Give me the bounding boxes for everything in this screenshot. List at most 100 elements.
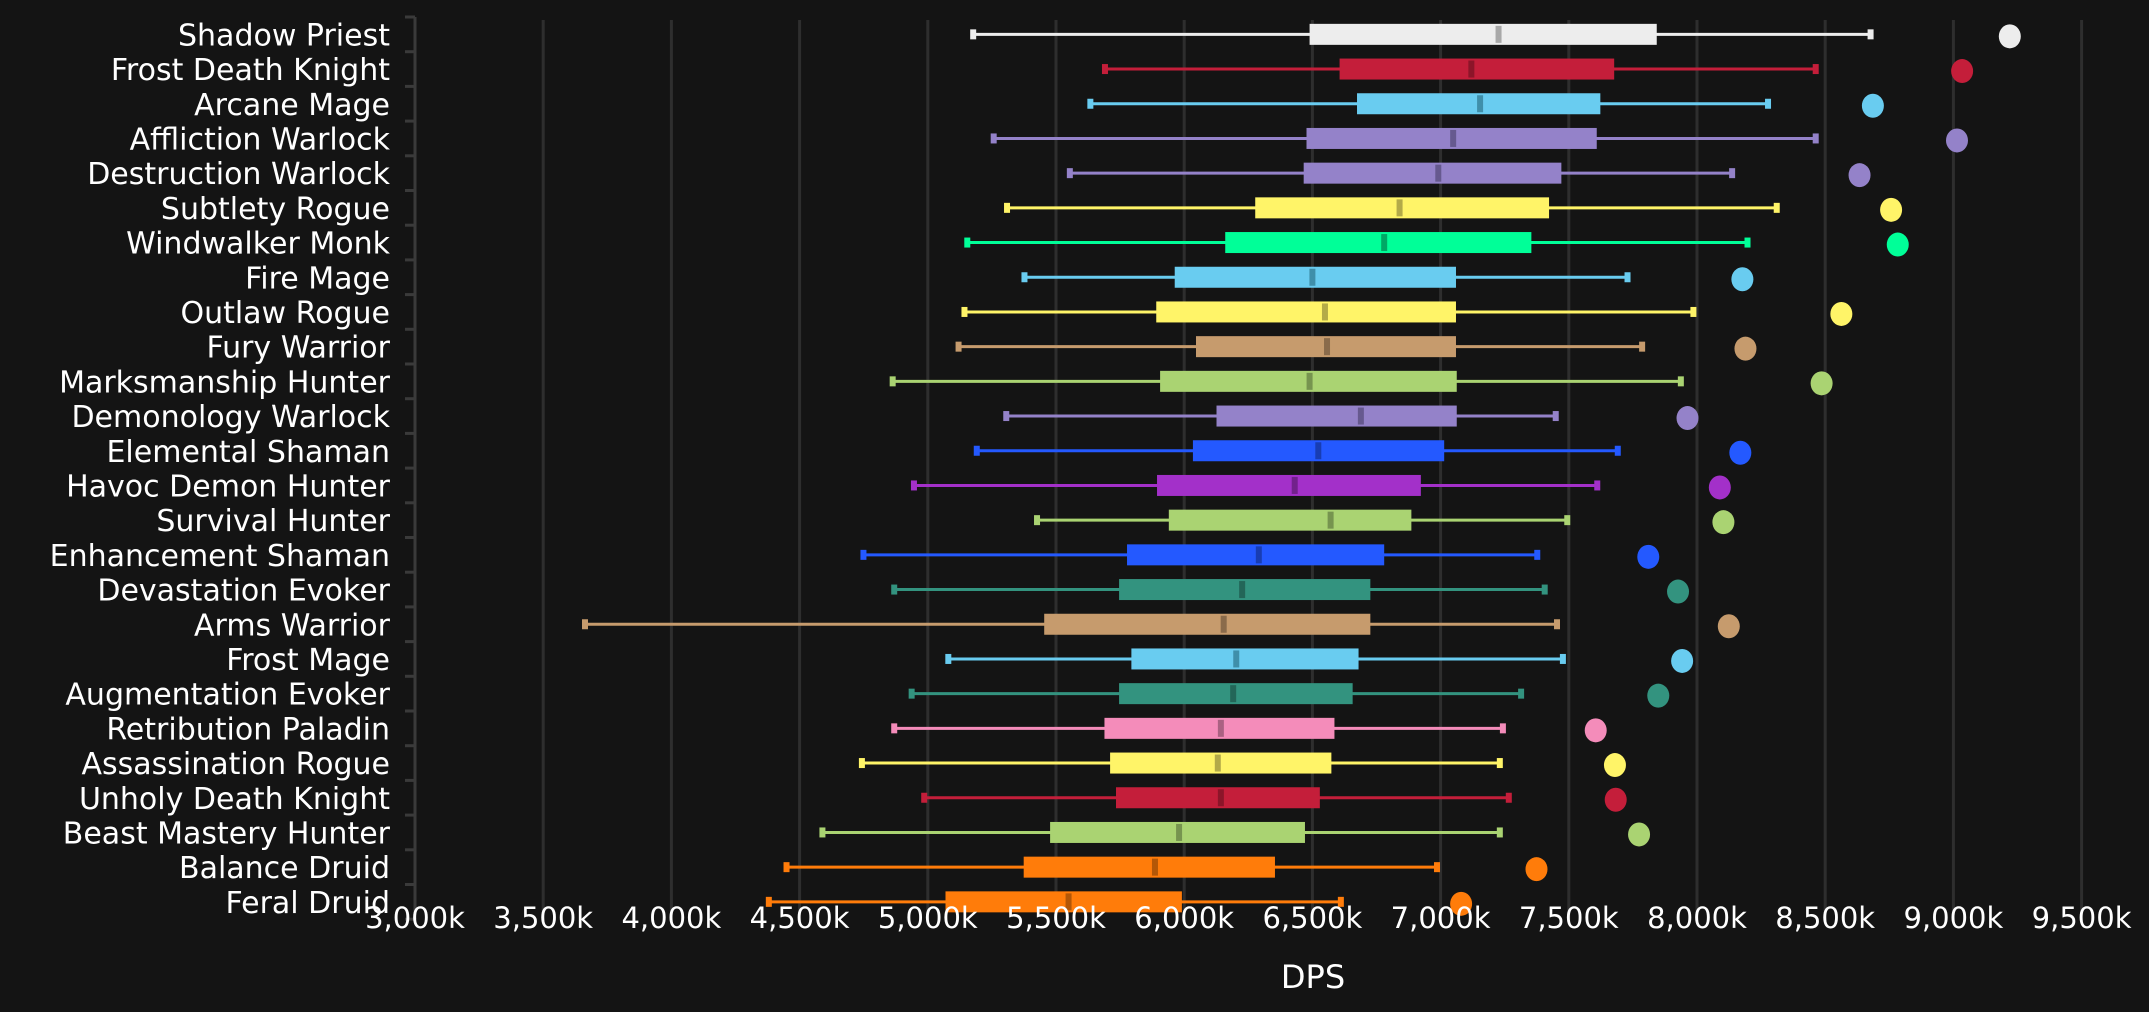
box-iqr (1309, 23, 1657, 45)
top-value-dot (1810, 371, 1833, 396)
whisker-cap-min (891, 584, 898, 595)
whisker-cap-min (908, 688, 915, 699)
whisker-cap-min (990, 133, 997, 144)
category-label: Subtlety Rogue (161, 192, 390, 227)
whisker-cap-max (1496, 758, 1503, 769)
x-tick-label: 5,000k (878, 901, 978, 935)
median-marker (1495, 25, 1502, 43)
box-plot-row (955, 336, 1757, 361)
whisker-cap-max (1552, 411, 1559, 422)
category-label: Survival Hunter (156, 504, 390, 539)
whisker-cap-max (1812, 133, 1819, 144)
median-marker (1255, 546, 1262, 564)
whisker-cap-min (783, 862, 790, 873)
box-plot-row (858, 752, 1626, 778)
box-iqr (1216, 405, 1457, 427)
whisker-cap-min (955, 341, 962, 352)
top-value-dot (1603, 753, 1626, 778)
x-tick-label: 6,000k (1134, 901, 1234, 935)
top-value-dot (1734, 336, 1757, 361)
box-plot-row (891, 717, 1607, 743)
whisker-cap-max (1496, 827, 1503, 838)
top-value-dot (1945, 128, 1968, 153)
whisker-cap-max (1518, 688, 1525, 699)
box-plot-row (910, 474, 1731, 500)
box-plot-row (860, 544, 1660, 569)
whisker-cap-max (1867, 29, 1874, 40)
whisker-cap-min (910, 480, 917, 491)
x-tick-label: 9,000k (1903, 901, 2003, 935)
category-label: Shadow Priest (178, 18, 390, 53)
whisker-cap-min (945, 653, 952, 664)
top-value-dot (1830, 301, 1853, 326)
whisker-cap-min (891, 723, 898, 734)
x-tick-label: 7,000k (1391, 901, 1491, 935)
box-plot-row (889, 370, 1833, 396)
top-value-dot (1628, 822, 1651, 847)
whisker-cap-max (1337, 896, 1344, 907)
whisker-cap-max (1639, 341, 1646, 352)
category-label: Beast Mastery Hunter (63, 816, 391, 851)
category-label: Frost Death Knight (111, 53, 390, 88)
whisker-cap-min (961, 306, 968, 317)
whisker-cap-min (1004, 202, 1011, 213)
category-label: Affliction Warlock (130, 122, 391, 157)
box-plot-row (1004, 197, 1903, 222)
box-iqr (1044, 613, 1371, 635)
category-label: Marksmanship Hunter (59, 365, 391, 400)
box-iqr (1157, 474, 1421, 496)
x-tick-label: 4,500k (750, 901, 850, 935)
median-marker (1217, 789, 1224, 807)
top-value-dot (1676, 406, 1699, 431)
box-plot-row (921, 787, 1627, 812)
category-label: Frost Mage (226, 643, 390, 678)
box-plot-row (945, 648, 1694, 673)
whisker-cap-min (1101, 64, 1108, 75)
whisker-cap-min (889, 376, 896, 387)
box-plot-row (964, 232, 1909, 257)
category-label: Demonology Warlock (71, 400, 390, 435)
top-value-dot (1951, 59, 1974, 84)
top-value-dot (1667, 579, 1690, 604)
x-tick-label: 7,500k (1519, 901, 1619, 935)
whisker-cap-max (1677, 376, 1684, 387)
box-plot-row (1034, 509, 1735, 535)
whisker-cap-min (1034, 515, 1041, 526)
median-marker (1233, 650, 1240, 668)
box-plot-row (765, 891, 1473, 916)
whisker-cap-min (819, 827, 826, 838)
category-label: Havoc Demon Hunter (66, 469, 391, 504)
top-value-dot (1604, 787, 1627, 812)
gridlines (541, 20, 2084, 922)
top-value-dot (1861, 93, 1884, 118)
box-plot-row (783, 856, 1548, 882)
category-label: Enhancement Shaman (50, 539, 390, 574)
box-plot-row (1021, 266, 1754, 292)
x-tick-label: 6,500k (1262, 901, 1362, 935)
top-value-dot (1647, 683, 1670, 708)
median-marker (1309, 268, 1316, 286)
box-plot-row (819, 821, 1651, 847)
whisker-cap-max (1559, 653, 1566, 664)
whisker-cap-min (860, 549, 867, 560)
whisker-cap-max (1505, 792, 1512, 803)
x-tick-label: 3,000k (365, 901, 465, 935)
whisker-cap-max (1765, 98, 1772, 109)
median-marker (1435, 164, 1442, 182)
whisker-cap-min (1066, 168, 1073, 179)
top-value-dot (1637, 544, 1660, 569)
whisker-cap-max (1541, 584, 1548, 595)
median-marker (1315, 442, 1322, 460)
y-axis (405, 15, 417, 921)
category-label: Arms Warrior (194, 608, 391, 643)
whisker-cap-min (964, 237, 971, 248)
x-tick-label: 9,500k (2032, 901, 2132, 935)
box-plot-row (1087, 93, 1884, 118)
whisker-cap-max (1534, 549, 1541, 560)
whisker-cap-max (1554, 619, 1561, 630)
x-tick-label: 5,500k (1006, 901, 1106, 935)
box-iqr (1339, 58, 1615, 80)
median-marker (1306, 372, 1313, 390)
whisker-cap-max (1624, 272, 1631, 283)
